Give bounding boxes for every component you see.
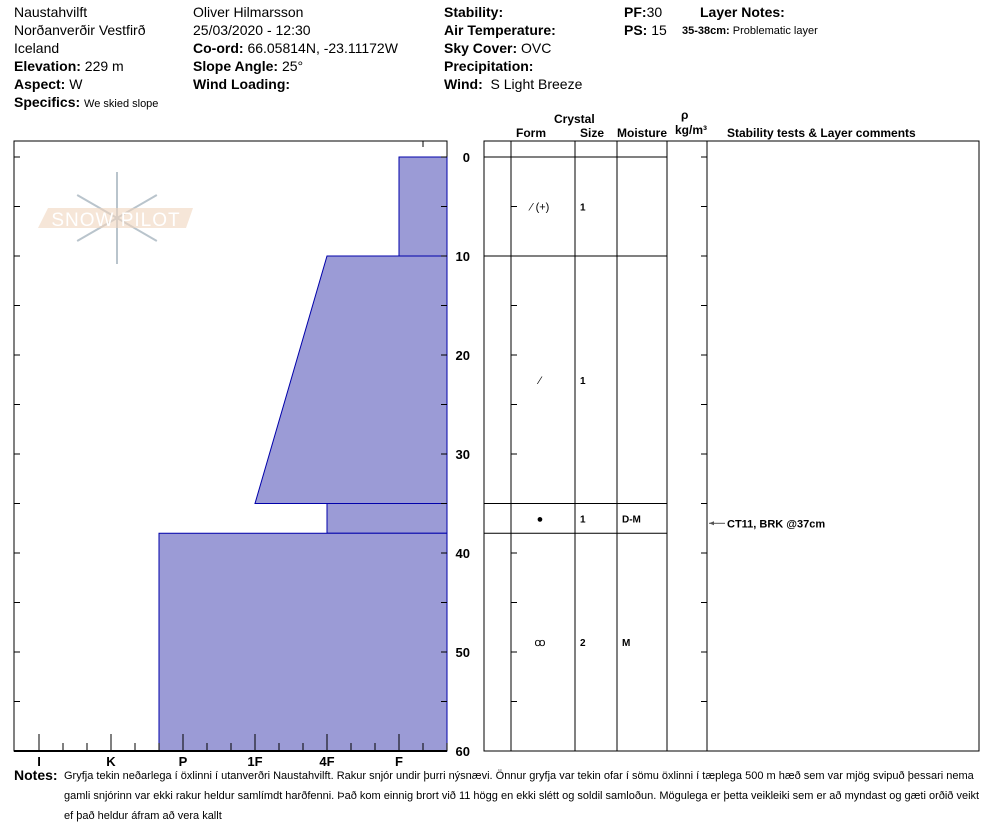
slope-label: Slope Angle: xyxy=(193,58,279,74)
wind-loading: Wind Loading: xyxy=(193,75,290,93)
depth-label: 40 xyxy=(456,546,470,561)
header-form: Form xyxy=(516,126,546,140)
ps: PS: 15 xyxy=(624,21,667,39)
pf-value: 30 xyxy=(646,4,663,20)
notes-label: Notes: xyxy=(14,767,58,783)
specifics-value: We skied slope xyxy=(84,98,159,110)
sky-cover: Sky Cover: OVC xyxy=(444,39,551,57)
layer-note: 35-38cm: Problematic layer xyxy=(682,22,818,40)
layer-table-frame xyxy=(483,140,980,752)
moisture: M xyxy=(622,638,630,649)
stability-arrow-head xyxy=(709,521,714,526)
wind-label: Wind: xyxy=(444,76,483,92)
coord-label: Co-ord: xyxy=(193,40,244,56)
hardness-layer xyxy=(326,503,448,534)
air-temperature: Air Temperature: xyxy=(444,21,556,39)
header-rho: ρ xyxy=(681,108,689,122)
stability-label: Stability: xyxy=(444,4,504,20)
logo-banner xyxy=(38,208,193,228)
hardness-tick-label: F xyxy=(395,754,403,769)
precipitation: Precipitation: xyxy=(444,57,533,75)
crystal-form-symbol: ⁄ xyxy=(536,375,543,387)
specifics: Specifics: We skied slope xyxy=(14,93,158,113)
air-temp-label: Air Temperature: xyxy=(444,22,556,38)
precip-label: Precipitation: xyxy=(444,58,534,74)
site-name: Naustahvilft xyxy=(14,4,88,20)
wind-value: S Light Breeze xyxy=(490,76,583,92)
hardness-tick-label: 1F xyxy=(247,754,262,769)
slope-value: 25° xyxy=(281,58,304,74)
moisture: D-M xyxy=(622,514,641,525)
coord-value: 66.05814N, -23.11172W xyxy=(247,40,398,56)
logo-text: SNOW PILOT xyxy=(51,210,180,231)
pf: PF:30 xyxy=(624,3,662,21)
header-crystal: Crystal xyxy=(554,112,595,126)
ps-value: 15 xyxy=(651,22,667,38)
elevation-value: 229 m xyxy=(84,58,124,74)
sky-label: Sky Cover: xyxy=(444,40,518,56)
crystal-size: 1 xyxy=(580,376,586,387)
hardness-layer xyxy=(158,532,448,752)
observer-name: Oliver Hilmarsson xyxy=(193,4,304,20)
hardness-layer xyxy=(254,255,448,504)
header-moisture: Moisture xyxy=(617,126,668,140)
depth-label: 10 xyxy=(456,249,470,264)
notes: Notes: Gryfja tekin neðarlega í öxlinni … xyxy=(14,765,989,822)
coordinates: Co-ord: 66.05814N, -23.11172W xyxy=(193,39,398,57)
aspect-value: W xyxy=(69,76,83,92)
header-density-unit: kg/m³ xyxy=(675,123,708,137)
depth-label: 30 xyxy=(456,447,470,462)
crystal-size: 2 xyxy=(580,638,586,649)
aspect-label: Aspect: xyxy=(14,76,66,92)
wind-loading-label: Wind Loading: xyxy=(193,76,291,92)
depth-label: 50 xyxy=(456,645,470,660)
hardness-tick-label: K xyxy=(106,754,116,769)
snowpilot-logo: SNOW PILOT xyxy=(38,172,193,264)
depth-label: 20 xyxy=(456,348,470,363)
sky-value: OVC xyxy=(521,40,552,56)
header-comments: Stability tests & Layer comments xyxy=(727,126,916,140)
crystal-size: 1 xyxy=(580,514,586,525)
stability: Stability: xyxy=(444,3,503,21)
crystal-form-symbol: ⁄ (+) xyxy=(528,202,550,214)
depth-label: 0 xyxy=(463,150,470,165)
specifics-label: Specifics: xyxy=(14,94,81,110)
elevation-label: Elevation: xyxy=(14,58,81,74)
stability-test-label: CT11, BRK @37cm xyxy=(727,518,825,530)
notes-text: Gryfja tekin neðarlega í öxlinni í utanv… xyxy=(64,770,980,822)
hardness-layer xyxy=(398,156,448,257)
header-size: Size xyxy=(580,126,605,140)
crystal-form-symbol: ● xyxy=(537,513,544,525)
depth-label: 60 xyxy=(456,744,470,759)
site-region: Norðanverðir Vestfirð xyxy=(14,22,146,38)
hardness-tick-label: P xyxy=(179,754,188,769)
wind: Wind: S Light Breeze xyxy=(444,75,582,93)
observation-datetime: 25/03/2020 - 12:30 xyxy=(193,22,311,38)
elevation: Elevation: 229 m xyxy=(14,57,124,75)
pf-label: PF: xyxy=(624,4,647,20)
ps-label: PS: xyxy=(624,22,648,38)
layer-note-range: 35-38cm: xyxy=(682,25,730,37)
layer-notes-label: Layer Notes: xyxy=(700,4,785,20)
hardness-tick-label: 4F xyxy=(319,754,334,769)
slope-angle: Slope Angle: 25° xyxy=(193,57,303,75)
site-country: Iceland xyxy=(14,40,60,56)
aspect: Aspect: W xyxy=(14,75,82,93)
hardness-tick-label: I xyxy=(37,754,41,769)
crystal-size: 1 xyxy=(580,203,586,214)
layer-note-text: Problematic layer xyxy=(732,25,818,37)
crystal-form-symbol: ꝏ xyxy=(534,637,545,649)
